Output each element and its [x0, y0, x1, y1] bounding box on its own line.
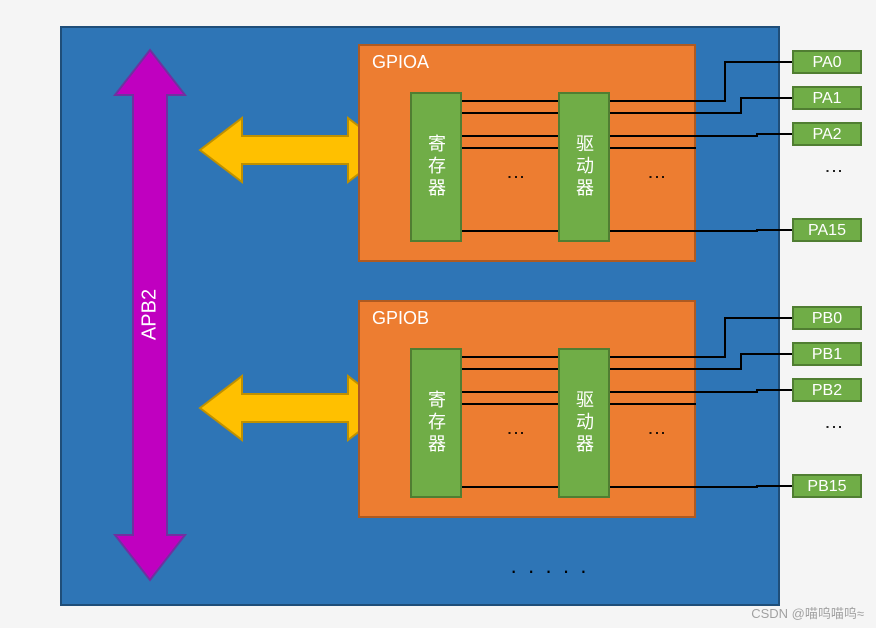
driver-box-1: 驱动器 — [558, 348, 610, 498]
pin-wire — [696, 135, 756, 137]
pin-wire — [696, 356, 724, 358]
pin-pa15: PA15 — [792, 218, 862, 242]
pin-wire — [740, 353, 742, 370]
inner-line — [462, 112, 558, 114]
driver-out-line — [610, 112, 696, 114]
pin-wire — [756, 389, 792, 391]
inner-line — [462, 147, 558, 149]
pin-wire — [724, 317, 726, 358]
pin-wire — [696, 486, 756, 488]
pin-wire — [756, 133, 792, 135]
inner-line — [462, 135, 558, 137]
pin-wire — [724, 61, 726, 102]
pin-wire — [696, 230, 756, 232]
inner-line — [462, 486, 558, 488]
driver-dots: ⋮ — [646, 168, 668, 184]
inner-line — [462, 100, 558, 102]
pin-dots: ⋮ — [823, 418, 845, 434]
driver-out-line — [610, 230, 696, 232]
pin-wire — [740, 97, 742, 114]
driver-dots: ⋮ — [646, 424, 668, 440]
driver-out-line — [610, 356, 696, 358]
pin-pa1: PA1 — [792, 86, 862, 110]
pin-pb0: PB0 — [792, 306, 862, 330]
inner-line — [462, 230, 558, 232]
pin-pb15: PB15 — [792, 474, 862, 498]
pin-wire — [740, 353, 792, 355]
pin-dots: ⋮ — [823, 162, 845, 178]
gpio-label-0: GPIOA — [372, 52, 429, 73]
pin-wire — [724, 317, 792, 319]
pin-pb1: PB1 — [792, 342, 862, 366]
inner-dots: ⋮ — [505, 424, 527, 440]
gpio-label-1: GPIOB — [372, 308, 429, 329]
pin-wire — [756, 485, 792, 487]
driver-box-0: 驱动器 — [558, 92, 610, 242]
inner-line — [462, 356, 558, 358]
pin-pa2: PA2 — [792, 122, 862, 146]
driver-out-line — [610, 100, 696, 102]
inner-line — [462, 403, 558, 405]
pin-wire — [740, 97, 792, 99]
driver-out-line — [610, 486, 696, 488]
pin-wire — [696, 368, 740, 370]
inner-dots: ⋮ — [505, 168, 527, 184]
register-box-1: 寄存器 — [410, 348, 462, 498]
pin-wire — [724, 61, 792, 63]
register-box-0: 寄存器 — [410, 92, 462, 242]
driver-out-line — [610, 147, 696, 149]
inner-line — [462, 391, 558, 393]
pin-pb2: PB2 — [792, 378, 862, 402]
pin-pa0: PA0 — [792, 50, 862, 74]
driver-out-line — [610, 368, 696, 370]
driver-out-line — [610, 403, 696, 405]
driver-out-line — [610, 391, 696, 393]
apb2-label: APB2 — [139, 285, 162, 345]
driver-out-line — [610, 135, 696, 137]
pin-wire — [696, 112, 740, 114]
pin-wire — [696, 391, 756, 393]
pin-wire — [696, 100, 724, 102]
more-gpio-dots: · · · · · — [510, 558, 589, 584]
pin-wire — [756, 229, 792, 231]
watermark: CSDN @喵呜喵呜≈ — [751, 603, 864, 622]
inner-line — [462, 368, 558, 370]
